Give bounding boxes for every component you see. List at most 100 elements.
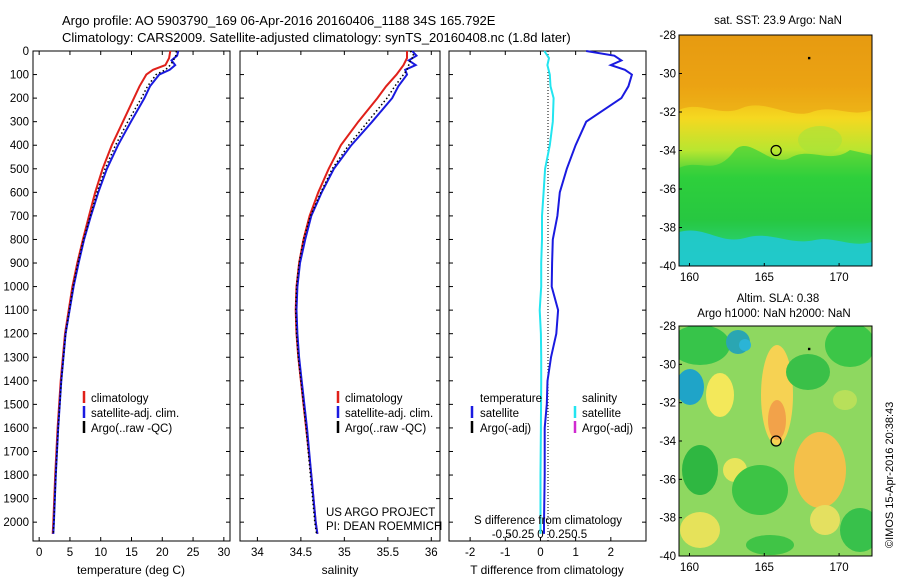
lat-tick-label: -32 bbox=[659, 398, 676, 410]
temperature-panel: 0100200300400500600700800900100011001200… bbox=[3, 46, 231, 577]
header-line-1: Argo profile: AO 5903790_169 06-Apr-2016… bbox=[62, 13, 496, 28]
difference-depth-ticks bbox=[449, 50, 646, 523]
x-tick-label: 34.5 bbox=[290, 547, 312, 559]
island-dot bbox=[807, 347, 811, 351]
project-annotation: US ARGO PROJECT bbox=[326, 507, 435, 519]
temperature-x-label: temperature (deg C) bbox=[77, 563, 185, 577]
temperature-axes-frame bbox=[32, 50, 231, 542]
depth-tick-label: 1400 bbox=[3, 376, 29, 388]
lon-tick-label: 160 bbox=[680, 562, 699, 574]
temperature-series bbox=[51, 50, 180, 534]
difference-legend: temperature satellite Argo(-adj) salinit… bbox=[470, 393, 633, 435]
series-line-satellite bbox=[543, 50, 634, 534]
x-tick-label: -1 bbox=[500, 547, 510, 559]
legend-label-satellite: satellite-adj. clim. bbox=[345, 408, 433, 420]
depth-tick-label: 1100 bbox=[4, 305, 29, 317]
depth-tick-label: 500 bbox=[10, 164, 29, 176]
sla-map-panel: Altim. SLA: 0.38 Argo h1000: NaN h2000: … bbox=[659, 293, 873, 574]
temperature-x-ticks: 0 5 10 15 20 25 30 bbox=[36, 51, 230, 559]
salinity-series bbox=[294, 50, 419, 535]
sla-map-title-2: Argo h1000: NaN h2000: NaN bbox=[697, 308, 850, 320]
lat-tick-label: -30 bbox=[659, 359, 676, 371]
depth-tick-label: 300 bbox=[10, 117, 29, 129]
series-line-satellite bbox=[538, 50, 555, 534]
legend-label-argo: Argo(..raw -QC) bbox=[91, 423, 172, 435]
s-difference-x-ticks: -0.5-0.25 0 0.25 0.5 bbox=[492, 529, 587, 541]
difference-axes-frame bbox=[448, 50, 647, 542]
x-tick-label: 0 bbox=[36, 547, 42, 559]
x-tick-label: -2 bbox=[465, 547, 475, 559]
x-tick-label: 0 bbox=[537, 547, 543, 559]
sla-map-ticks: -28 -30 -32 -34 -36 -38 -40 160 165 170 bbox=[659, 321, 848, 574]
t-difference-x-label: T difference from climatology bbox=[470, 563, 624, 577]
legend-label-argo: Argo(..raw -QC) bbox=[345, 423, 426, 435]
argo-location-marker bbox=[770, 435, 782, 447]
lon-tick-label: 165 bbox=[755, 272, 774, 284]
series-line-climatology bbox=[294, 51, 408, 535]
lat-tick-label: -34 bbox=[659, 436, 676, 448]
lat-tick-label: -36 bbox=[659, 184, 676, 196]
sst-field bbox=[679, 35, 872, 266]
legend-label-s-satellite: satellite bbox=[582, 408, 621, 420]
depth-tick-label: 0 bbox=[23, 46, 29, 58]
depth-tick-label: 1900 bbox=[3, 494, 29, 506]
x-tick-label: 10 bbox=[94, 547, 107, 559]
lat-tick-label: -30 bbox=[659, 69, 676, 81]
s-tick-label: 0 bbox=[537, 529, 543, 541]
salinity-x-ticks: 34 34.5 35 35.5 36 bbox=[251, 51, 438, 559]
x-tick-label: 30 bbox=[217, 547, 230, 559]
salinity-legend: climatology satellite-adj. clim. Argo(..… bbox=[336, 391, 433, 435]
depth-tick-label: 900 bbox=[10, 258, 29, 270]
x-tick-label: 20 bbox=[156, 547, 169, 559]
salinity-axes-frame bbox=[239, 50, 441, 542]
lon-tick-label: 160 bbox=[680, 272, 699, 284]
depth-tick-label: 1300 bbox=[3, 352, 29, 364]
s-tick-label: 0.5 bbox=[571, 529, 587, 541]
legend-label-climatology: climatology bbox=[345, 393, 403, 405]
temperature-legend: climatology satellite-adj. clim. Argo(..… bbox=[82, 391, 179, 435]
lon-tick-label: 170 bbox=[829, 272, 848, 284]
depth-tick-label: 1800 bbox=[3, 470, 29, 482]
lon-tick-label: 170 bbox=[829, 562, 848, 574]
island-dot bbox=[807, 56, 811, 60]
x-tick-label: 5 bbox=[67, 547, 73, 559]
s-tick-label: 0.25 bbox=[549, 529, 571, 541]
legend-label-satellite: satellite-adj. clim. bbox=[91, 408, 179, 420]
imos-credit: ©IMOS 15-Apr-2016 20:38:43 bbox=[884, 402, 896, 548]
depth-tick-label: 1000 bbox=[3, 282, 29, 294]
legend-label-t-satellite: satellite bbox=[480, 408, 519, 420]
lon-tick-label: 165 bbox=[755, 562, 774, 574]
x-tick-label: 2 bbox=[608, 547, 614, 559]
lat-tick-label: -28 bbox=[659, 321, 676, 333]
series-line-argo-raw-qc bbox=[52, 50, 178, 534]
x-tick-label: 35 bbox=[338, 547, 351, 559]
salinity-x-label: salinity bbox=[322, 563, 359, 577]
header-line-2: Climatology: CARS2009. Satellite-adjuste… bbox=[62, 30, 571, 45]
pi-annotation: PI: DEAN ROEMMICH bbox=[326, 521, 442, 533]
series-line-climatology bbox=[51, 50, 172, 534]
x-tick-label: 15 bbox=[125, 547, 138, 559]
sst-map-title: sat. SST: 23.9 Argo: NaN bbox=[714, 15, 842, 27]
depth-tick-label: 1200 bbox=[3, 329, 29, 341]
legend-label-climatology: climatology bbox=[91, 393, 149, 405]
depth-tick-label: 600 bbox=[10, 187, 29, 199]
s-tick-label: -0.25 bbox=[508, 529, 534, 541]
depth-tick-label: 1700 bbox=[3, 446, 29, 458]
sla-map-markers bbox=[770, 347, 811, 447]
depth-ticks: 0 100 200 300 400 500 600 700 800 900 1000 1100 1200… bbox=[3, 46, 230, 529]
lat-tick-label: -32 bbox=[659, 107, 676, 119]
depth-tick-label: 2000 bbox=[3, 517, 29, 529]
x-tick-label: 34 bbox=[251, 547, 264, 559]
sla-field bbox=[679, 326, 872, 556]
lat-tick-label: -34 bbox=[659, 146, 676, 158]
lat-tick-label: -38 bbox=[659, 223, 676, 235]
s-difference-label: S difference from climatology bbox=[474, 515, 622, 527]
depth-tick-label: 200 bbox=[10, 93, 29, 105]
legend-title-temperature: temperature bbox=[480, 393, 542, 405]
legend-label-s-argo: Argo(-adj) bbox=[582, 423, 633, 435]
legend-title-salinity: salinity bbox=[582, 393, 617, 405]
sla-map-title-1: Altim. SLA: 0.38 bbox=[737, 293, 819, 305]
difference-series bbox=[538, 50, 634, 534]
lat-tick-label: -38 bbox=[659, 513, 676, 525]
